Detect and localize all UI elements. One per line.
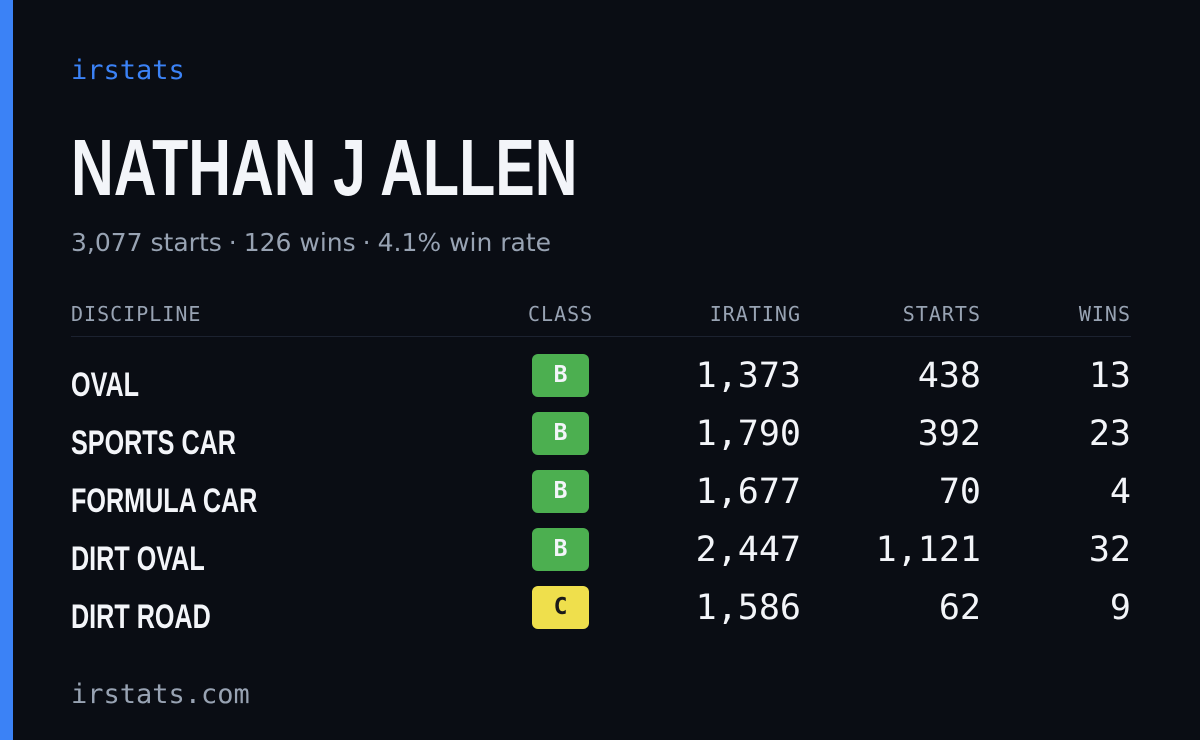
starts-value: 1,121 [875,530,981,570]
wins-value: 23 [1088,414,1131,454]
table-row: DIRT ROAD C 1,586 62 9 [71,585,1131,643]
discipline-table: DISCIPLINE CLASS IRATING STARTS WINS OVA… [71,296,1131,643]
wins-value: 13 [1088,356,1131,396]
header-class: CLASS [528,302,594,326]
starts-value: 70 [938,472,981,512]
class-badge: B [532,354,589,397]
class-badge: B [532,412,589,455]
discipline-name: DIRT ROAD [71,598,211,636]
discipline-name: DIRT OVAL [71,540,205,578]
summary-win-rate: 4.1% win rate [377,228,552,257]
header-wins: WINS [1078,302,1131,326]
table-row: OVAL B 1,373 438 13 [71,353,1131,411]
header-irating: IRATING [709,302,801,326]
footer-url: irstats.com [71,679,250,710]
class-badge: C [532,586,589,629]
table-row: DIRT OVAL B 2,447 1,121 32 [71,527,1131,585]
header-discipline: DISCIPLINE [71,302,202,326]
summary-separator: · [228,228,237,257]
wins-value: 4 [1109,472,1131,512]
class-badge: B [532,470,589,513]
irating-value: 1,677 [695,472,801,512]
table-header: DISCIPLINE CLASS IRATING STARTS WINS [71,296,1131,337]
driver-name: NATHAN J ALLEN [71,123,578,212]
table-row: FORMULA CAR B 1,677 70 4 [71,469,1131,527]
summary-separator: · [362,228,371,257]
starts-value: 438 [917,356,981,396]
accent-bar [0,0,13,740]
starts-value: 62 [938,588,981,628]
header-starts: STARTS [902,302,981,326]
starts-value: 392 [917,414,981,454]
driver-stats-card: irstats NATHAN J ALLEN 3,077 starts · 126 … [71,0,1131,740]
table-row: SPORTS CAR B 1,790 392 23 [71,411,1131,469]
table-body: OVAL B 1,373 438 13 SPORTS CAR B 1,790 3… [71,353,1131,643]
discipline-name: FORMULA CAR [71,482,258,520]
class-badge: B [532,528,589,571]
wins-value: 32 [1088,530,1131,570]
irating-value: 1,586 [695,588,801,628]
summary-wins: 126 wins [243,228,356,257]
brand-logo: irstats [71,55,185,86]
discipline-name: OVAL [71,366,140,404]
irating-value: 2,447 [695,530,801,570]
discipline-name: SPORTS CAR [71,424,236,462]
wins-value: 9 [1109,588,1131,628]
career-summary: 3,077 starts · 126 wins · 4.1% win rate [71,228,551,257]
irating-value: 1,373 [695,356,801,396]
summary-starts: 3,077 starts [71,228,222,257]
irating-value: 1,790 [695,414,801,454]
